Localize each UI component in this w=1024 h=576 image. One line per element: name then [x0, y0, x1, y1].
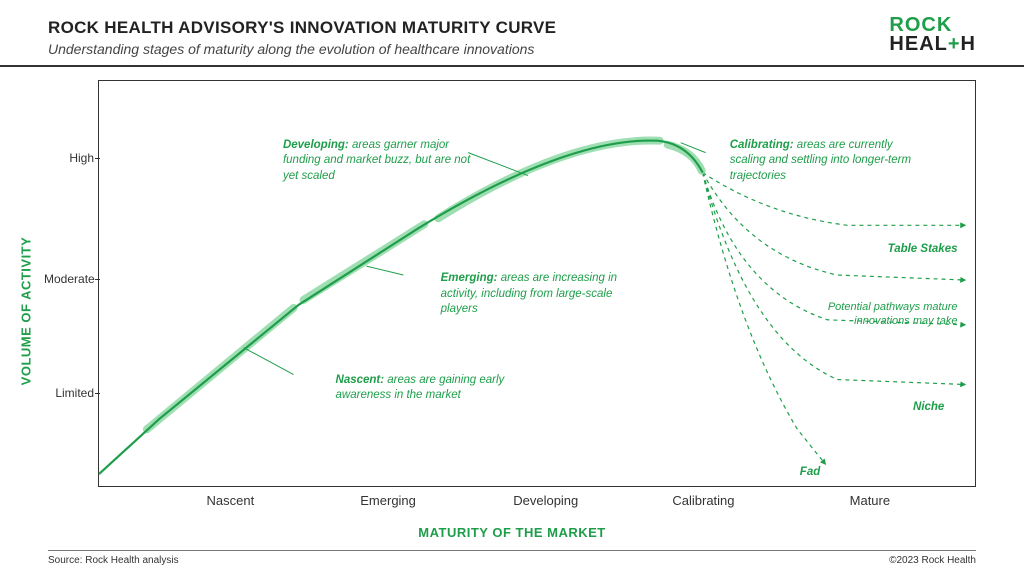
header: ROCK HEALTH ADVISORY'S INNOVATION MATURI… [0, 0, 1024, 67]
logo-line2: HEAL+H [889, 35, 976, 54]
copyright-text: ©2023 Rock Health [889, 555, 976, 566]
y-tick: Moderate [44, 272, 94, 286]
stage-label-emerging: Emerging: areas are increasing in activi… [441, 271, 641, 318]
x-tick: Mature [850, 493, 890, 508]
source-text: Source: Rock Health analysis [48, 555, 179, 566]
x-tick: Calibrating [672, 493, 734, 508]
stage-label-calibrating: Calibrating: areas are currently scaling… [730, 138, 930, 185]
page-title: ROCK HEALTH ADVISORY'S INNOVATION MATURI… [48, 18, 976, 38]
x-tick: Nascent [207, 493, 255, 508]
chart-area: VOLUME OF ACTIVITY MATURITY OF THE MARKE… [48, 80, 976, 542]
x-tick: Developing [513, 493, 578, 508]
x-axis-title: MATURITY OF THE MARKET [418, 525, 605, 540]
x-tick: Emerging [360, 493, 416, 508]
stage-label-developing: Developing: areas garner major funding a… [283, 138, 483, 185]
path-label-table-stakes: Table Stakes [888, 243, 958, 255]
page-subtitle: Understanding stages of maturity along t… [48, 41, 976, 57]
footer: Source: Rock Health analysis ©2023 Rock … [48, 550, 976, 566]
path-label-fad: Fad [800, 466, 820, 478]
y-tick: High [44, 151, 94, 165]
plot-region: LimitedModerateHighNascentEmergingDevelo… [98, 80, 976, 487]
rock-health-logo: ROCK HEAL+H [889, 16, 976, 54]
y-axis-title: VOLUME OF ACTIVITY [19, 237, 34, 386]
stage-label-nascent: Nascent: areas are gaining early awarene… [336, 373, 536, 404]
pathways-note: Potential pathways mature innovations ma… [787, 300, 957, 329]
y-tick: Limited [44, 386, 94, 400]
path-label-niche: Niche [913, 401, 944, 413]
